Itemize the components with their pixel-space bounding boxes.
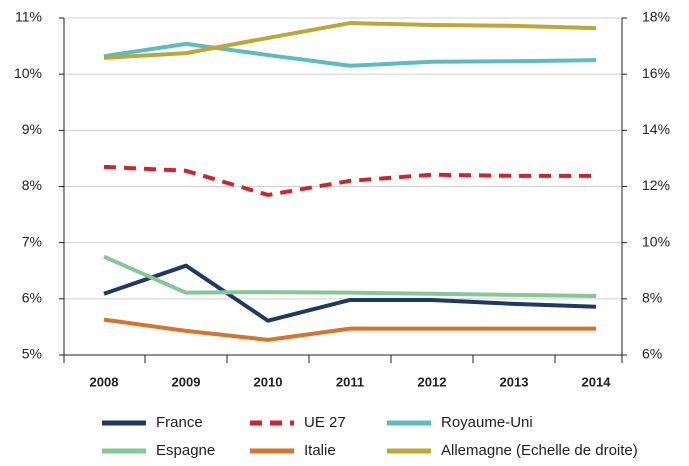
- series-line: [103, 263, 597, 323]
- y2-tick-label: 18%: [642, 9, 670, 25]
- x-tick-label: 2009: [172, 374, 201, 389]
- y-tick-label: 5%: [22, 346, 42, 362]
- x-tick-label: 2011: [336, 374, 364, 389]
- series-line: [103, 254, 597, 299]
- y-tick-label: 9%: [22, 121, 42, 137]
- legend-label: Allemagne (Echelle de droite): [441, 442, 638, 459]
- y2-tick-label: 8%: [642, 290, 662, 306]
- y2-tick-label: 10%: [642, 233, 670, 249]
- legend-label: Italie: [304, 442, 336, 459]
- legend-label: Espagne: [156, 442, 215, 459]
- y-tick-label: 7%: [22, 233, 42, 249]
- y-tick-label: 6%: [22, 290, 42, 306]
- legend-label: France: [156, 414, 203, 431]
- y2-tick-label: 16%: [642, 65, 670, 81]
- y2-tick-label: 12%: [642, 177, 670, 193]
- y2-tick-label: 6%: [642, 346, 662, 362]
- series-line: [103, 164, 596, 197]
- legend-label: Royaume-Uni: [441, 414, 533, 431]
- y-tick-label: 8%: [22, 177, 42, 193]
- legend-label: UE 27: [304, 414, 346, 431]
- series-line: [103, 41, 597, 68]
- series-line: [103, 317, 596, 342]
- x-tick-label: 2013: [500, 374, 529, 389]
- y2-tick-label: 14%: [642, 121, 670, 137]
- x-tick-label: 2012: [418, 374, 447, 389]
- x-tick-label: 2014: [582, 374, 612, 389]
- y-tick-label: 10%: [14, 65, 42, 81]
- x-tick-label: 2008: [90, 374, 119, 389]
- series-line: [103, 21, 597, 60]
- x-tick-label: 2010: [254, 374, 283, 389]
- y-tick-label: 11%: [15, 9, 42, 25]
